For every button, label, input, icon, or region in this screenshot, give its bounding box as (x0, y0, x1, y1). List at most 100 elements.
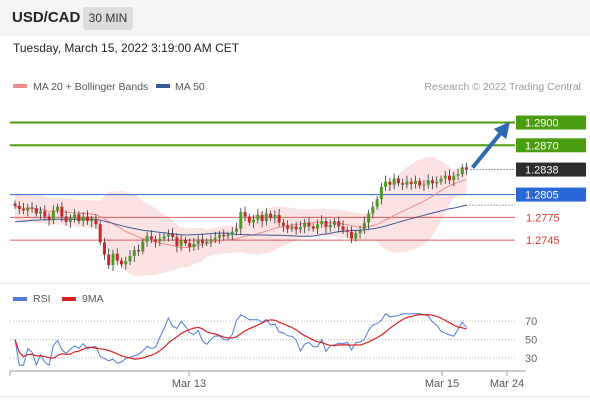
candle-body (294, 226, 298, 230)
candle (324, 217, 328, 234)
candle (171, 227, 175, 241)
candle (98, 221, 102, 246)
candle (60, 202, 64, 222)
candle-body (94, 219, 98, 225)
level-label-1.2870: 1.2870 (525, 140, 559, 152)
candle-body (200, 239, 204, 244)
candle (26, 203, 30, 217)
bollinger-band-area (15, 156, 467, 277)
candle-body (124, 261, 128, 265)
candle-body (128, 256, 132, 262)
candle-body (30, 207, 34, 209)
candle (51, 205, 55, 225)
candle (367, 209, 371, 229)
candle (226, 231, 230, 240)
bottom-divider (0, 396, 590, 397)
candle-body (230, 231, 234, 235)
candle-body (132, 249, 136, 257)
candle-body (388, 181, 392, 185)
candle (13, 200, 17, 209)
candle (64, 210, 68, 226)
time-tick-label: Mar 15 (425, 378, 459, 390)
candle (111, 249, 115, 272)
candle (183, 237, 187, 247)
candle (401, 178, 405, 191)
candle-body (298, 227, 302, 230)
candle-body (179, 240, 183, 247)
candle (128, 249, 132, 266)
candle-body (81, 216, 85, 222)
timeframe-badge[interactable]: 30 MIN (83, 7, 133, 30)
candle-body (141, 241, 145, 252)
candle (213, 231, 217, 244)
candle-body (98, 224, 102, 243)
candle (303, 218, 307, 234)
candle (43, 205, 47, 221)
level-badge-1.2805 (516, 187, 586, 202)
candle (85, 210, 89, 225)
candle-body (422, 184, 426, 186)
price-levels (10, 121, 515, 241)
candle-body (56, 206, 60, 211)
candle (196, 235, 200, 250)
candle (286, 220, 290, 234)
candle-body (362, 222, 366, 231)
candle (205, 238, 209, 247)
candle (448, 169, 452, 184)
candle (358, 225, 362, 239)
candle (149, 230, 153, 244)
annotations: 1.2900 1.2870 1.2805 1.2775 1.2745 1.2838 (470, 115, 586, 247)
candle (405, 175, 409, 189)
candle (396, 175, 400, 187)
candle-body (68, 218, 72, 222)
candle (409, 177, 413, 191)
candle (388, 177, 392, 191)
rsi-legend-swatch (13, 297, 27, 301)
ma20-legend-swatch (13, 84, 27, 88)
ma20-line (14, 179, 467, 249)
candle (260, 211, 264, 228)
copyright-text: Research © 2022 Trading Central (424, 81, 581, 93)
candle-body (205, 241, 209, 244)
level-label-1.2775: 1.2775 (526, 212, 560, 224)
candle-body (315, 224, 319, 229)
candle-body (47, 216, 51, 220)
candle-body (60, 206, 64, 217)
candle-body (34, 208, 38, 214)
ma20-legend-label: MA 20 + Bollinger Bands (33, 81, 148, 93)
candle-body (290, 226, 294, 229)
candle (209, 234, 213, 247)
candle-body (273, 215, 277, 219)
candle (158, 233, 162, 247)
candle (68, 214, 72, 228)
candle (298, 221, 302, 234)
candle (56, 203, 60, 214)
candle (30, 202, 34, 213)
candle-body (243, 212, 247, 217)
candle-body (379, 187, 383, 200)
candle (81, 212, 85, 227)
candle (281, 218, 285, 232)
candle-body (345, 230, 349, 232)
candle-body (22, 208, 26, 211)
rsi-tick-50: 50 (525, 335, 537, 347)
candle (345, 226, 349, 238)
candle (39, 206, 43, 219)
candle-body (43, 211, 47, 217)
ma50-legend-swatch (156, 84, 170, 88)
candle-body (396, 178, 400, 184)
forecast-arrow (471, 121, 511, 169)
candle-body (235, 228, 239, 232)
candle-body (439, 178, 443, 182)
bollinger-band (15, 156, 467, 277)
current-price-label: 1.2838 (525, 165, 559, 177)
candle (384, 175, 388, 191)
candle (115, 248, 119, 266)
candle-body (307, 222, 311, 227)
candle-body (226, 234, 230, 237)
candle (294, 221, 298, 235)
candle-body (111, 253, 115, 266)
chart-header: USD/CAD 30 MIN (0, 0, 590, 36)
candle-body (409, 181, 413, 184)
candle (200, 234, 204, 248)
